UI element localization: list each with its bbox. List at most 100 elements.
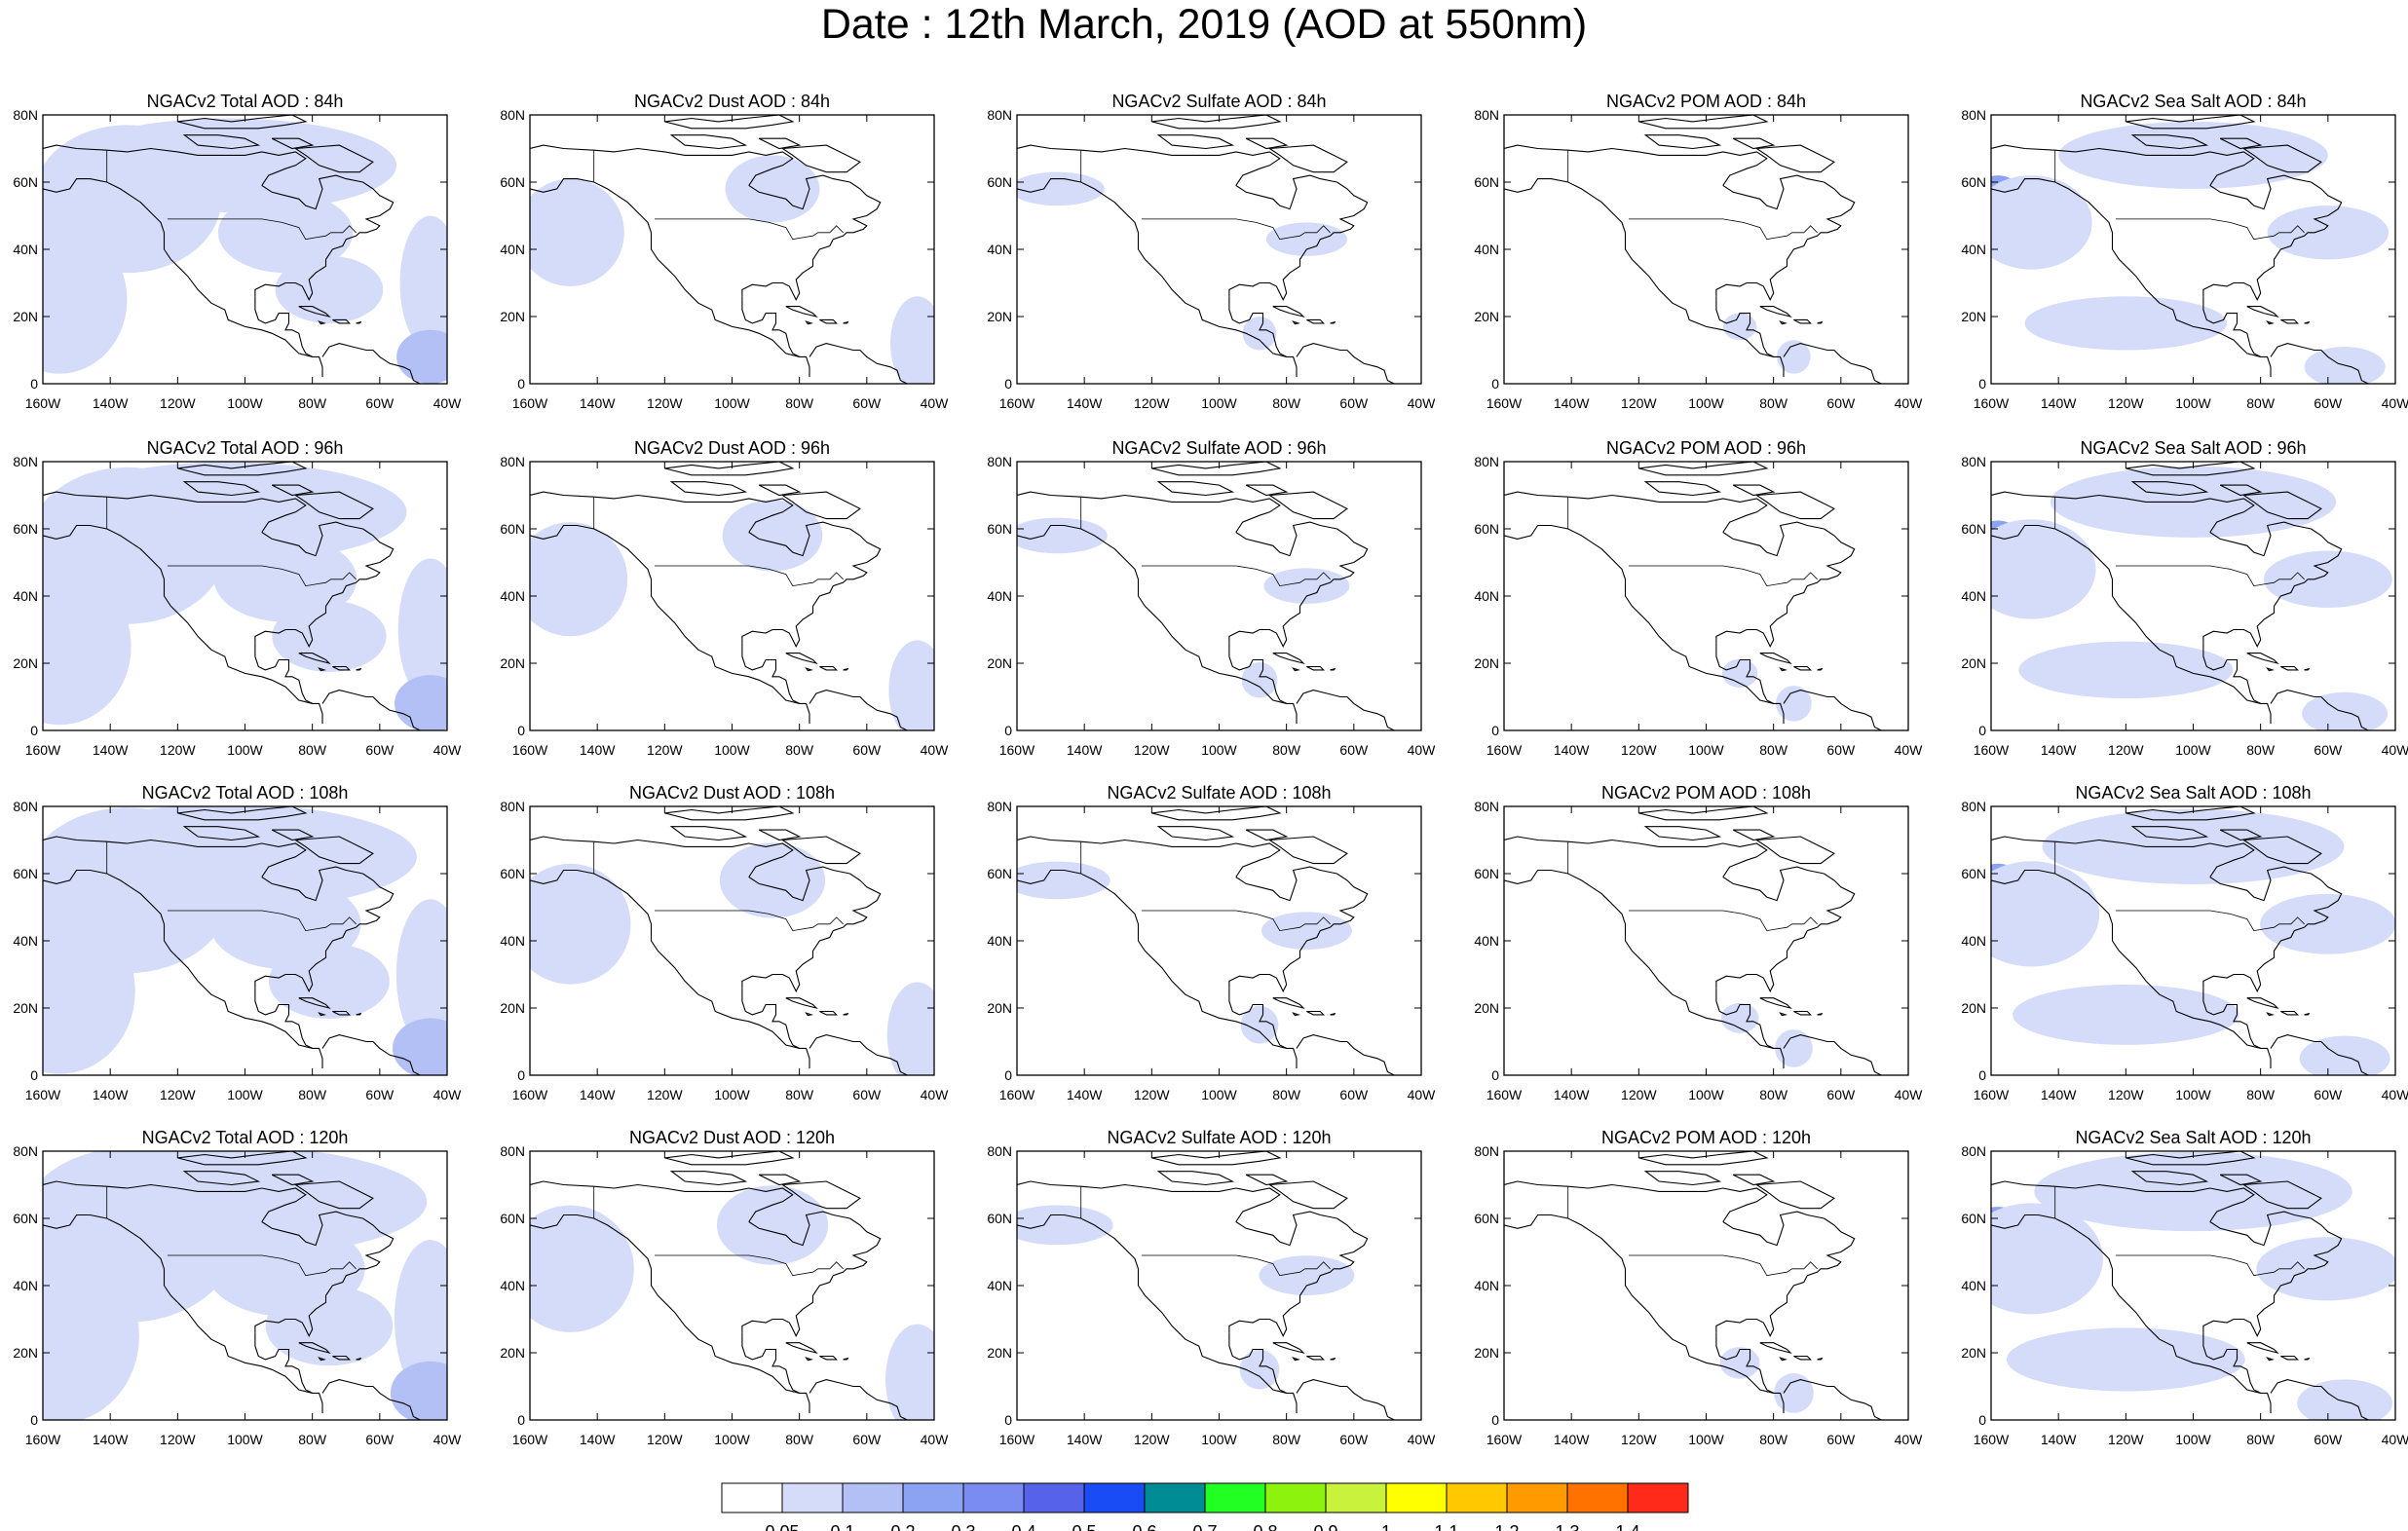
- aod-blob: [394, 1240, 447, 1399]
- lon-tick-label: 100W: [714, 1432, 750, 1447]
- country-borders: [593, 841, 844, 932]
- lat-tick-label: 20N: [1474, 1000, 1499, 1016]
- colorbar-label: 0.05: [765, 1522, 799, 1531]
- country-borders: [1567, 150, 1818, 241]
- aod-blob: [1721, 658, 1758, 688]
- country-borders: [1080, 150, 1331, 241]
- coastlines: [530, 806, 908, 1075]
- aod-blob: [2299, 1035, 2390, 1075]
- aod-blob: [395, 899, 447, 1050]
- colorbar-swatch: [721, 1482, 783, 1513]
- lat-tick-label: 0: [30, 1067, 38, 1083]
- map-panel-total-108h: NGACv2 Total AOD : 108h 80N 60N 40N 20N 0 160W…: [13, 783, 462, 1102]
- map-panel-sulfate-96h: NGACv2 Sulfate AOD : 96h 80N 60N 40N 20N 0 160…: [987, 438, 1436, 758]
- lon-tick-label: 160W: [25, 395, 61, 411]
- lat-tick-label: 60N: [1961, 866, 1986, 881]
- lat-tick-label: 20N: [1961, 1345, 1986, 1361]
- lon-tick-label: 160W: [512, 395, 548, 411]
- lat-tick-label: 60N: [500, 866, 525, 881]
- aod-field: [530, 500, 934, 730]
- lon-tick-label: 40W: [1408, 1087, 1437, 1102]
- country-borders: [593, 497, 844, 587]
- lat-tick-label: 20N: [1474, 655, 1499, 671]
- coastlines: [1017, 806, 1395, 1075]
- coastlines: [1991, 1151, 2369, 1420]
- lat-tick-label: 20N: [987, 1000, 1012, 1016]
- lon-tick-label: 160W: [999, 1087, 1035, 1102]
- lon-tick-label: 160W: [999, 742, 1035, 758]
- lon-tick-label: 60W: [2314, 1087, 2343, 1102]
- lon-tick-label: 60W: [365, 1432, 395, 1447]
- colorbar-label: 0.9: [1313, 1522, 1337, 1531]
- lat-tick-label: 20N: [1961, 309, 1986, 324]
- lat-tick-label: 60N: [1474, 1211, 1499, 1226]
- lon-tick-label: 100W: [2175, 742, 2211, 758]
- lon-tick-label: 160W: [1974, 395, 2010, 411]
- country-borders: [1567, 841, 1818, 932]
- lon-tick-label: 40W: [1895, 742, 1924, 758]
- aod-field: [530, 155, 934, 384]
- lon-tick-label: 160W: [999, 395, 1035, 411]
- lat-tick-label: 60N: [987, 521, 1012, 537]
- coastlines: [1504, 115, 1882, 384]
- aod-blob: [390, 1361, 447, 1420]
- panel-title: NGACv2 Sulfate AOD : 120h: [1107, 1128, 1331, 1147]
- country-borders: [1080, 1186, 1331, 1277]
- lat-tick-label: 0: [1004, 1067, 1012, 1083]
- map-panel-dust-96h: NGACv2 Dust AOD : 96h 80N 60N 40N 20N 0 160W 14…: [500, 438, 949, 758]
- aod-blob: [530, 178, 624, 286]
- lon-tick-label: 40W: [1895, 1087, 1924, 1102]
- lat-tick-label: 80N: [13, 454, 38, 469]
- lat-tick-label: 20N: [13, 655, 38, 671]
- lon-tick-label: 140W: [2041, 395, 2077, 411]
- lon-tick-label: 140W: [1067, 1087, 1103, 1102]
- lat-tick-label: 40N: [987, 933, 1012, 949]
- lon-tick-label: 60W: [1339, 742, 1369, 758]
- panel-title: NGACv2 Sulfate AOD : 84h: [1111, 92, 1326, 111]
- lon-tick-label: 120W: [2108, 1432, 2144, 1447]
- panel-title: NGACv2 POM AOD : 96h: [1606, 438, 1806, 458]
- lat-tick-label: 0: [517, 376, 525, 392]
- lon-tick-label: 140W: [1067, 1432, 1103, 1447]
- lon-tick-label: 80W: [2246, 742, 2276, 758]
- lon-tick-label: 60W: [852, 742, 882, 758]
- lon-tick-label: 60W: [1826, 1087, 1856, 1102]
- country-borders: [2054, 497, 2305, 587]
- lat-tick-label: 20N: [987, 309, 1012, 324]
- lon-tick-label: 100W: [2175, 395, 2211, 411]
- aod-blob: [59, 118, 397, 213]
- aod-field: [43, 806, 447, 1075]
- lat-tick-label: 80N: [1474, 1143, 1499, 1159]
- lat-tick-label: 20N: [500, 1345, 525, 1361]
- lon-tick-label: 160W: [1486, 395, 1523, 411]
- lon-tick-label: 40W: [1408, 395, 1437, 411]
- lon-tick-label: 100W: [2175, 1432, 2211, 1447]
- lat-tick-label: 60N: [1961, 174, 1986, 190]
- colorbar-label: 0.6: [1132, 1522, 1156, 1531]
- aod-blob: [530, 522, 628, 637]
- lon-tick-label: 120W: [647, 1432, 683, 1447]
- aod-blob: [1240, 1005, 1279, 1044]
- lon-tick-label: 160W: [1486, 742, 1523, 758]
- lon-tick-label: 80W: [785, 395, 814, 411]
- country-borders: [593, 1186, 844, 1277]
- lon-tick-label: 80W: [1759, 1087, 1788, 1102]
- aod-blob: [888, 640, 934, 730]
- aod-blob: [890, 296, 934, 384]
- colorbar-label: 0.7: [1192, 1522, 1217, 1531]
- lon-tick-label: 120W: [1621, 742, 1657, 758]
- map-panel-seasalt-84h: NGACv2 Sea Salt AOD : 84h 80N 60N 40N 20N 0 16…: [1961, 92, 2408, 411]
- aod-blob: [392, 1018, 447, 1075]
- lat-tick-label: 40N: [1474, 242, 1499, 257]
- lon-tick-label: 140W: [2041, 1432, 2077, 1447]
- panel-title: NGACv2 Dust AOD : 84h: [634, 92, 830, 111]
- lat-tick-label: 40N: [1474, 933, 1499, 949]
- coastlines: [530, 462, 908, 730]
- aod-blob: [1259, 1255, 1355, 1296]
- aod-blob: [1017, 171, 1105, 206]
- lon-tick-label: 100W: [1201, 742, 1237, 758]
- map-panel-seasalt-96h: NGACv2 Sea Salt AOD : 96h 80N 60N 40N 20N 0 16…: [1961, 438, 2408, 758]
- coastlines: [43, 462, 421, 730]
